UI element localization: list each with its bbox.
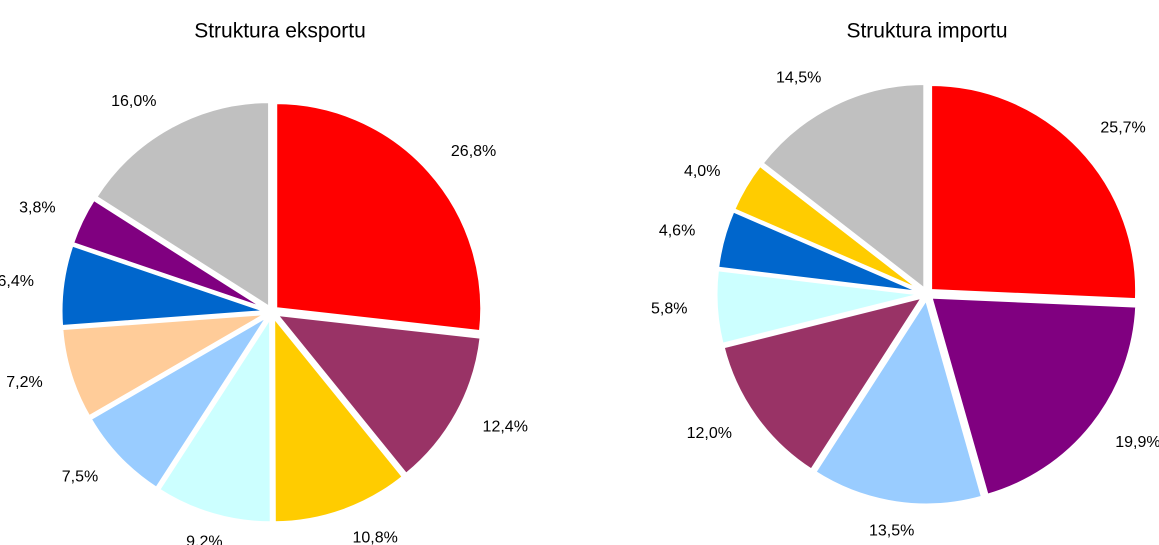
pie-slice — [928, 295, 1139, 498]
data-label: 7,5% — [62, 469, 98, 486]
data-label: 7,2% — [6, 374, 42, 391]
data-label: 9,2% — [186, 533, 222, 545]
data-label: 12,0% — [687, 425, 732, 442]
data-label: 4,0% — [684, 163, 720, 180]
pie-slice — [714, 268, 923, 347]
data-label: 19,9% — [1115, 434, 1159, 451]
data-label: 10,8% — [353, 529, 398, 545]
data-label: 25,7% — [1100, 119, 1145, 136]
data-label: 26,8% — [451, 143, 496, 160]
pie-slice — [59, 243, 268, 329]
pie-slice — [272, 312, 406, 525]
data-label: 16,0% — [111, 93, 156, 110]
pie-slice — [88, 314, 270, 491]
pie-slice — [93, 100, 272, 311]
chart-title: Struktura importu — [846, 20, 1007, 43]
data-label: 14,5% — [776, 70, 821, 87]
chart-title: Struktura eksportu — [194, 20, 366, 43]
data-label: 12,4% — [483, 418, 528, 435]
pie-slice — [70, 197, 269, 312]
data-label: 4,6% — [659, 223, 695, 240]
pie-slice — [759, 82, 927, 293]
pie-slice — [272, 312, 483, 477]
data-label: 13,5% — [869, 523, 914, 540]
pie-slice — [156, 311, 273, 525]
pie-slice — [274, 101, 484, 334]
data-label: 6,4% — [0, 273, 34, 290]
pie-slice — [812, 295, 985, 507]
pie-slice — [929, 83, 1139, 302]
pie-slice — [721, 294, 927, 473]
pie-slice — [731, 163, 924, 293]
data-label: 3,8% — [19, 199, 55, 216]
data-label: 5,8% — [651, 300, 687, 317]
pie-slice — [60, 311, 268, 419]
